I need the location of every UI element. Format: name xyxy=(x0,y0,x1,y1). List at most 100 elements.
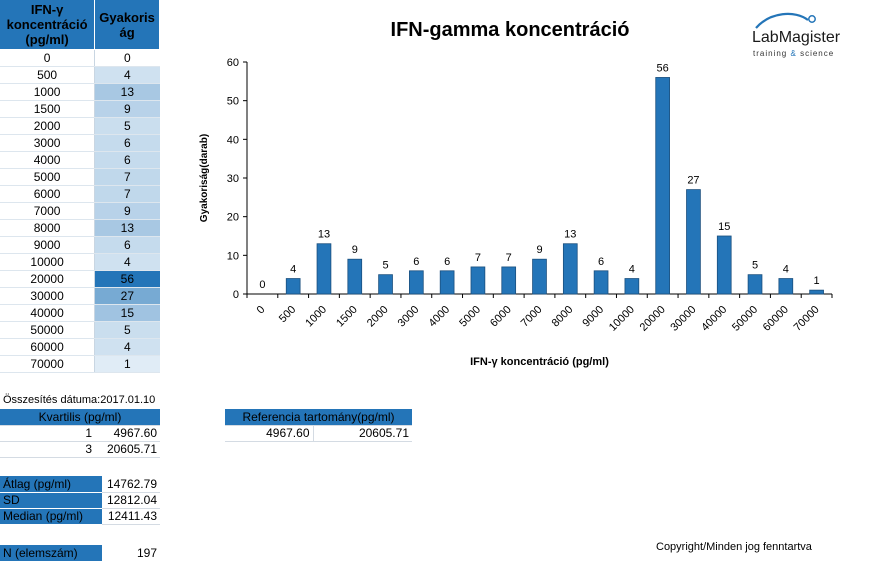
y-tick-label: 40 xyxy=(227,134,239,146)
bar xyxy=(778,278,794,295)
bar xyxy=(809,289,824,295)
bar xyxy=(347,258,363,295)
y-tick-label: 60 xyxy=(227,57,239,69)
x-tick-label: 30000 xyxy=(668,304,698,334)
frequency-cell: 4 xyxy=(94,253,160,271)
quartile-header: Kvartilis (pg/ml) xyxy=(0,409,160,426)
x-tick-label: 60000 xyxy=(761,304,791,334)
table-row: 40000 15 xyxy=(0,304,160,322)
frequency-cell: 0 xyxy=(94,49,160,67)
data-label: 6 xyxy=(413,256,419,268)
copyright-text: Copyright/Minden jog fenntartva xyxy=(656,541,812,553)
frequency-cell: 1 xyxy=(94,355,160,373)
logo-tagline: training & science xyxy=(753,49,834,58)
y-tick-label: 20 xyxy=(227,212,239,224)
bar xyxy=(716,235,732,295)
frequency-cell: 4 xyxy=(94,338,160,356)
data-label: 56 xyxy=(657,62,669,74)
data-label: 6 xyxy=(444,256,450,268)
concentration-cell: 8000 xyxy=(0,219,96,237)
data-label: 15 xyxy=(718,221,730,233)
data-label: 1 xyxy=(814,275,820,287)
x-tick-label: 40000 xyxy=(699,304,729,334)
table-row: 9000 6 xyxy=(0,236,160,254)
x-tick-label: 9000 xyxy=(580,304,606,330)
concentration-cell: 5000 xyxy=(0,168,96,186)
table-row: 500 4 xyxy=(0,66,160,84)
frequency-cell: 13 xyxy=(94,219,160,237)
median-value: 12411.43 xyxy=(102,508,160,525)
reference-table: Referencia tartomány(pg/ml) 4967.60 2060… xyxy=(225,409,412,442)
data-label: 7 xyxy=(506,252,512,264)
chart-title: IFN-gamma koncentráció xyxy=(390,19,630,41)
concentration-cell: 1500 xyxy=(0,100,96,118)
x-tick-label: 50000 xyxy=(730,304,760,334)
header-concentration: IFN-γ koncentráció (pg/ml) xyxy=(0,0,96,50)
bar xyxy=(470,266,486,295)
concentration-cell: 2000 xyxy=(0,117,96,135)
n-label: N (elemszám) xyxy=(0,545,102,561)
concentration-cell: 10000 xyxy=(0,253,96,271)
bar xyxy=(409,270,424,295)
x-tick-label: 8000 xyxy=(550,304,576,330)
logo-tagline-amp: & xyxy=(790,49,797,58)
concentration-cell: 7000 xyxy=(0,202,96,220)
bar xyxy=(562,243,578,295)
data-label: 27 xyxy=(687,175,699,187)
logo-tagline-right: science xyxy=(800,49,835,58)
bar xyxy=(285,278,301,295)
concentration-cell: 70000 xyxy=(0,355,96,373)
x-tick-label: 1000 xyxy=(303,304,329,330)
frequency-bar-chart: 0102030405060004500131000915005200063000… xyxy=(199,57,833,368)
header-frequency: Gyakoris ág xyxy=(94,0,160,50)
table-row: 7000 9 xyxy=(0,202,160,220)
x-tick-label: 0 xyxy=(255,304,268,317)
bar xyxy=(532,258,547,295)
mean-label: Átlag (pg/ml) xyxy=(0,476,102,493)
sd-label: SD xyxy=(0,492,102,509)
x-tick-label: 2000 xyxy=(365,304,391,330)
median-label: Median (pg/ml) xyxy=(0,508,102,525)
data-label: 0 xyxy=(259,279,265,291)
concentration-cell: 4000 xyxy=(0,151,96,169)
y-tick-label: 50 xyxy=(227,96,239,108)
x-tick-label: 6000 xyxy=(488,304,514,330)
y-tick-label: 10 xyxy=(227,250,239,262)
frequency-cell: 56 xyxy=(94,270,160,288)
concentration-cell: 3000 xyxy=(0,134,96,152)
concentration-cell: 0 xyxy=(0,49,96,67)
x-axis-label: IFN-γ koncentráció (pg/ml) xyxy=(470,356,609,368)
data-label: 9 xyxy=(352,244,358,256)
frequency-cell: 15 xyxy=(94,304,160,322)
summary-date-label: Összesítés dátuma: xyxy=(3,394,101,406)
frequency-cell: 13 xyxy=(94,83,160,101)
bar xyxy=(655,77,670,295)
table-row: 50000 5 xyxy=(0,321,160,339)
frequency-cell: 7 xyxy=(94,185,160,203)
x-tick-label: 5000 xyxy=(457,304,483,330)
table-row: 30000 27 xyxy=(0,287,160,305)
table-row: 5000 7 xyxy=(0,168,160,186)
q3-value: 20605.71 xyxy=(95,441,160,458)
quartile-table: Kvartilis (pg/ml) 1 4967.60 3 20605.71 xyxy=(0,409,160,458)
data-label: 7 xyxy=(475,252,481,264)
bar xyxy=(378,274,393,295)
logo-tagline-left: training xyxy=(753,49,788,58)
frequency-table: IFN-γ koncentráció (pg/ml) Gyakoris ág 0… xyxy=(0,0,160,373)
logo-name: LabMagister xyxy=(752,29,841,46)
concentration-cell: 60000 xyxy=(0,338,96,356)
concentration-cell: 9000 xyxy=(0,236,96,254)
x-tick-label: 500 xyxy=(277,304,298,325)
bar xyxy=(316,243,332,295)
bar xyxy=(624,278,640,295)
table-row: 4000 6 xyxy=(0,151,160,169)
q1-label: 1 xyxy=(0,425,95,442)
frequency-cell: 7 xyxy=(94,168,160,186)
y-tick-label: 30 xyxy=(227,173,239,185)
n-table: N (elemszám) 197 xyxy=(0,545,160,561)
table-row: 70000 1 xyxy=(0,355,160,373)
concentration-cell: 40000 xyxy=(0,304,96,322)
table-row: 60000 4 xyxy=(0,338,160,356)
frequency-cell: 9 xyxy=(94,100,160,118)
